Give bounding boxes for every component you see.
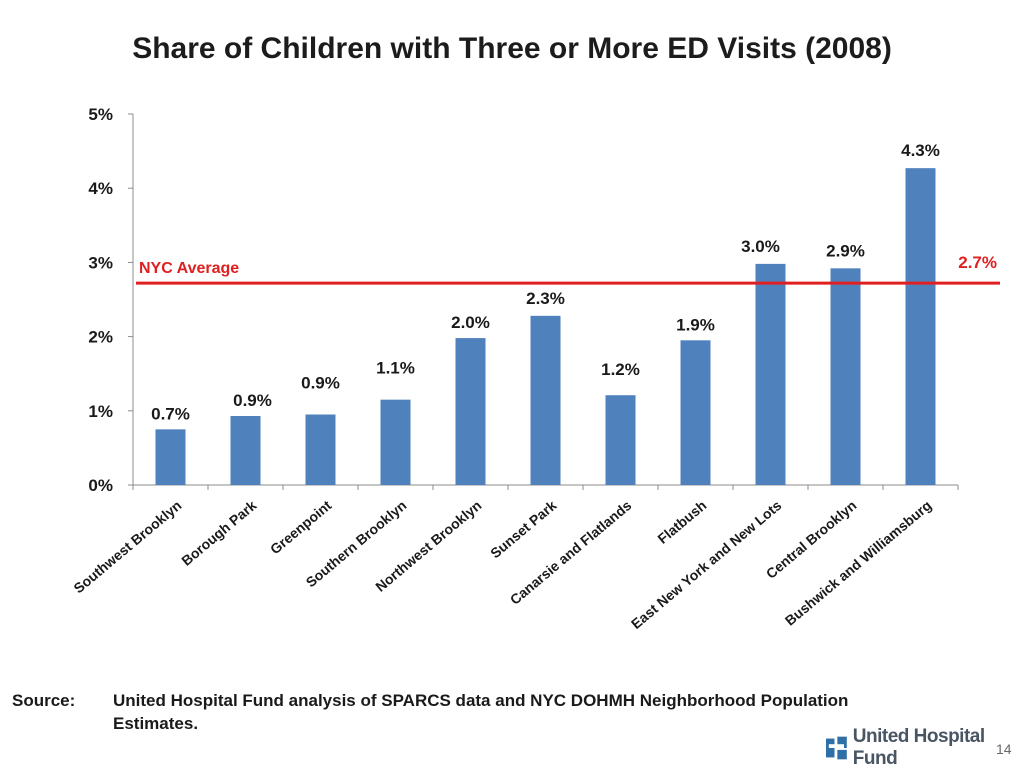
bar (380, 399, 411, 485)
data-label: 0.9% (301, 374, 340, 393)
bar (605, 395, 636, 485)
organization-logo: United Hospital Fund (826, 726, 1024, 769)
chart-title: Share of Children with Three or More ED … (132, 32, 892, 65)
page-number: 14 (996, 741, 1012, 757)
bar (905, 168, 936, 485)
source-text: United Hospital Fund analysis of SPARCS … (113, 691, 849, 733)
bar (155, 429, 186, 485)
category-label: Bushwick and Williamsburg (782, 497, 935, 629)
data-label: 1.2% (601, 360, 640, 379)
category-label: Greenpoint (267, 497, 335, 557)
data-label: 1.9% (676, 315, 715, 334)
category-label: Borough Park (178, 497, 259, 569)
category-label: Southwest Brooklyn (70, 497, 184, 596)
nyc-average-value: 2.7% (958, 253, 997, 272)
category-label: Flatbush (654, 497, 709, 547)
bar (830, 268, 861, 485)
nyc-average-reference: NYC Average 2.7% (136, 253, 1000, 285)
y-tick-label: 0% (88, 476, 113, 495)
nyc-average-label: NYC Average (139, 260, 239, 277)
bar (305, 414, 336, 485)
category-label: Canarsie and Flatlands (507, 497, 635, 608)
source-label: Source: (12, 691, 76, 710)
bar-chart: 0% 1% 2% 3% 4% 5% 0.7% 0.9% 0.9% 1.1% 2.0% 2.3% 1.2… (70, 105, 1000, 632)
y-tick-label: 1% (88, 402, 113, 421)
data-label: 4.3% (901, 141, 940, 160)
chart-data-labels: 0.7% 0.9% 0.9% 1.1% 2.0% 2.3% 1.2% 1.9% 3.0% 2.9%… (151, 141, 940, 423)
data-label: 0.7% (151, 404, 190, 423)
category-label: Sunset Park (487, 497, 559, 561)
data-label: 2.9% (826, 241, 865, 260)
chart-bars (155, 168, 936, 485)
chart-axes: 0% 1% 2% 3% 4% 5% (88, 105, 959, 495)
data-label: 2.3% (526, 289, 565, 308)
bar (680, 340, 711, 485)
bar (230, 415, 261, 485)
y-tick-label: 3% (88, 253, 113, 272)
data-label: 1.1% (376, 359, 415, 378)
bar (455, 338, 486, 485)
bar (530, 315, 561, 485)
data-label: 3.0% (741, 237, 780, 256)
data-label: 0.9% (233, 391, 272, 410)
y-tick-label: 5% (88, 105, 113, 124)
category-label: East New York and New Lots (628, 497, 785, 632)
y-tick-label: 2% (88, 328, 113, 347)
y-tick-label: 4% (88, 179, 113, 198)
data-label: 2.0% (451, 313, 490, 332)
logo-text: United Hospital Fund (852, 726, 985, 769)
bar (755, 263, 786, 485)
united-hospital-fund-logo-icon (826, 736, 847, 760)
